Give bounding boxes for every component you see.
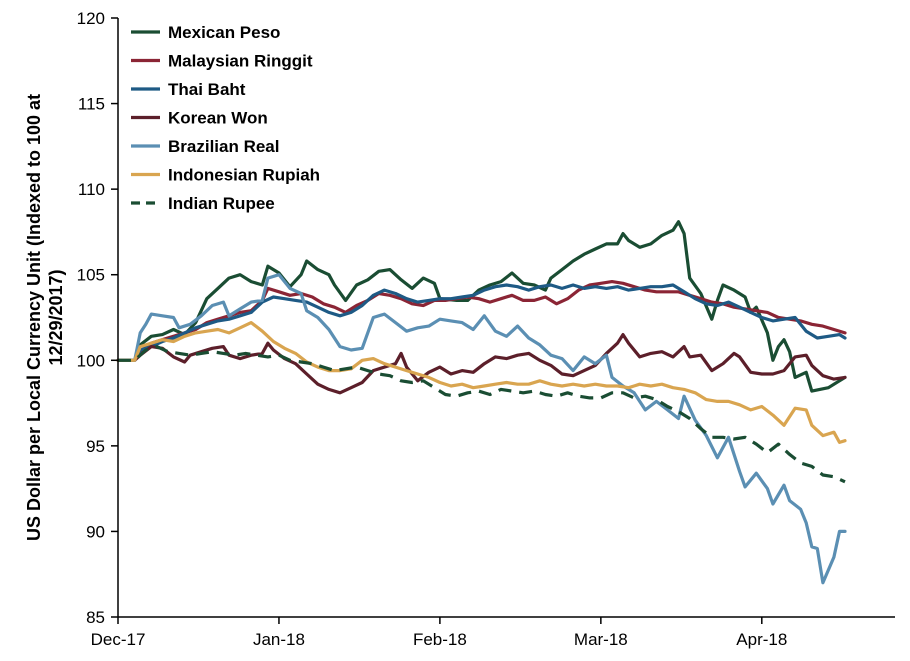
y-axis-title-line-1: US Dollar per Local Currency Unit (Index… (24, 94, 44, 541)
y-tick-label: 90 (86, 522, 105, 541)
axes-layer: 85 90 95 100 105 110 115 120 Dec-17 Jan-18 Feb-18 M… (77, 9, 895, 649)
legend-label: Thai Baht (168, 80, 246, 99)
legend-label: Malaysian Ringgit (168, 52, 313, 71)
y-tick-label: 100 (77, 351, 105, 370)
x-tick-label: Mar-18 (574, 630, 628, 649)
y-tick-label: 120 (77, 9, 105, 28)
legend-label: Indonesian Rupiah (168, 166, 320, 185)
series-line-mexican-peso (116, 220, 847, 393)
x-tick-label: Apr-18 (736, 630, 787, 649)
y-axis-title: US Dollar per Local Currency Unit (Index… (24, 94, 66, 541)
series-line-indian-rupee (118, 345, 846, 484)
legend-label: Mexican Peso (168, 23, 280, 42)
legend: Mexican Peso Malaysian Ringgit Thai Baht Ko… (131, 23, 320, 213)
y-axis-title-line-2: 12/29/2017) (46, 269, 66, 365)
series-line-thai-baht (116, 283, 847, 362)
x-tick-label: Dec-17 (91, 630, 146, 649)
series-line-brazilian-real (116, 273, 847, 585)
y-tick-label: 115 (78, 95, 105, 114)
y-tick-label: 85 (86, 608, 105, 627)
series-line-indonesian-rupiah (116, 321, 847, 444)
legend-label: Korean Won (168, 109, 268, 128)
x-tick-label: Jan-18 (253, 630, 305, 649)
legend-label: Indian Rupee (168, 194, 275, 213)
y-tick-label: 110 (78, 180, 105, 199)
y-tick-label: 105 (77, 266, 105, 285)
series-line-korean-won (116, 333, 847, 395)
x-tick-label: Feb-18 (413, 630, 467, 649)
legend-label: Brazilian Real (168, 137, 280, 156)
series-layer (116, 220, 847, 585)
y-tick-label: 95 (86, 437, 105, 456)
